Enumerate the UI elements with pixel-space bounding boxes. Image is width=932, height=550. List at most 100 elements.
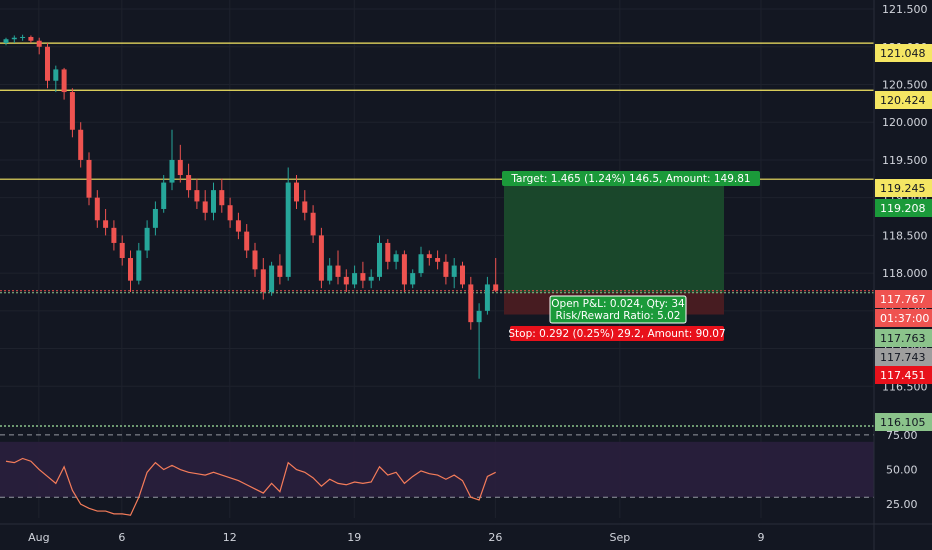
- candle-down: [94, 197, 100, 221]
- position-labels[interactable]: Target: 1.465 (1.24%) 146.5, Amount: 149…: [502, 171, 760, 341]
- candle-down: [335, 265, 341, 277]
- countdown-label: 01:37:00: [880, 312, 929, 325]
- candles: [3, 34, 499, 379]
- candle-down: [128, 258, 133, 281]
- candle-down: [260, 269, 266, 292]
- rsi-line: [5, 457, 496, 516]
- target-zone: [504, 181, 724, 293]
- candle-down: [111, 227, 117, 243]
- price-label: 120.424: [880, 94, 926, 107]
- price-label-bg: [875, 91, 932, 109]
- candle-down: [119, 242, 125, 259]
- candle-up: [136, 250, 142, 281]
- candle-up: [418, 254, 424, 274]
- price-label: 119.245: [880, 182, 926, 195]
- price-label-bg: [875, 290, 932, 308]
- candle-down: [202, 201, 208, 213]
- candle-up: [327, 265, 333, 281]
- candle-up: [410, 273, 416, 285]
- price-label-bg: [875, 329, 932, 347]
- candle-up: [161, 182, 167, 209]
- candle-down: [435, 258, 441, 262]
- candle-down: [244, 231, 250, 251]
- y-tick-label: 118.000: [882, 267, 928, 280]
- price-label: 117.767: [880, 293, 926, 306]
- stop-label: Stop: 0.292 (0.25%) 29.2, Amount: 90.07: [508, 328, 725, 340]
- y-tick-label: 120.500: [882, 78, 928, 91]
- candle-up: [11, 37, 17, 40]
- candle-up: [368, 276, 374, 281]
- candle-down: [302, 201, 308, 213]
- price-label-bg: [875, 413, 932, 431]
- price-label-bg: [875, 366, 932, 384]
- candle-down: [460, 265, 465, 285]
- price-label-bg: [875, 309, 932, 327]
- candle-down: [28, 36, 34, 41]
- candle-down: [235, 220, 241, 232]
- position-zones: [504, 181, 724, 315]
- target-label: Target: 1.465 (1.24%) 146.5, Amount: 149…: [510, 173, 750, 185]
- y-tick-label: 121.500: [882, 3, 928, 16]
- candle-down: [177, 159, 183, 176]
- candle-up: [144, 227, 150, 251]
- price-label: 117.451: [880, 369, 926, 382]
- candle-down: [401, 254, 407, 285]
- rsi-band: [0, 441, 874, 498]
- candle-down: [310, 212, 316, 236]
- x-tick-label: 26: [488, 531, 502, 544]
- rsi-tick-label: 75.00: [886, 429, 918, 442]
- candle-up: [152, 208, 158, 228]
- candle-up: [377, 242, 382, 277]
- price-label: 117.743: [880, 351, 926, 364]
- x-tick-label: 9: [757, 531, 764, 544]
- target-label-bg: [502, 171, 760, 186]
- candle-up: [269, 265, 275, 292]
- price-label: 121.048: [880, 47, 926, 60]
- candle-down: [468, 284, 474, 323]
- x-tick-label: Sep: [609, 531, 630, 544]
- candle-up: [53, 69, 59, 81]
- candle-down: [360, 273, 366, 281]
- candle-down: [227, 205, 233, 221]
- open-pnl-label: Open P&L: 0.024, Qty: 34: [551, 298, 685, 310]
- price-label-bg: [875, 348, 932, 366]
- candle-down: [186, 175, 192, 191]
- candle-up: [393, 254, 399, 262]
- candle-down: [443, 261, 449, 277]
- candle-up: [169, 159, 175, 183]
- candle-down: [103, 220, 109, 228]
- x-tick-label: Aug: [28, 531, 49, 544]
- x-tick-label: 12: [223, 531, 237, 544]
- candle-down: [318, 235, 324, 281]
- candle-down: [493, 284, 499, 291]
- candle-down: [219, 190, 225, 206]
- candle-up: [285, 182, 291, 277]
- price-label-bg: [875, 179, 932, 197]
- x-tick-label: 6: [118, 531, 125, 544]
- candle-up: [3, 39, 9, 44]
- price-label: 119.208: [880, 202, 926, 215]
- horizontal-levels[interactable]: [0, 42, 874, 294]
- price-label-bg: [875, 199, 932, 217]
- x-tick-label: 19: [347, 531, 361, 544]
- candle-down: [252, 250, 258, 270]
- candle-down: [36, 40, 42, 47]
- price-label: 117.763: [880, 332, 926, 345]
- rsi-tick-label: 25.00: [886, 498, 918, 511]
- candle-down: [86, 159, 92, 198]
- candle-up: [211, 190, 216, 213]
- price-label: 116.105: [880, 416, 926, 429]
- y-tick-label: 120.000: [882, 116, 928, 129]
- risk-reward-label: Risk/Reward Ratio: 5.02: [556, 310, 681, 322]
- candle-up: [476, 310, 482, 323]
- stop-label-bg: [510, 326, 724, 341]
- rsi-pane: [0, 434, 874, 516]
- rsi-tick-label: 50.00: [886, 464, 918, 477]
- open-pnl-bg: [549, 295, 687, 324]
- candle-down: [61, 69, 67, 93]
- y-tick-label: 118.500: [882, 229, 928, 242]
- candle-up: [20, 36, 26, 38]
- candle-down: [277, 265, 283, 277]
